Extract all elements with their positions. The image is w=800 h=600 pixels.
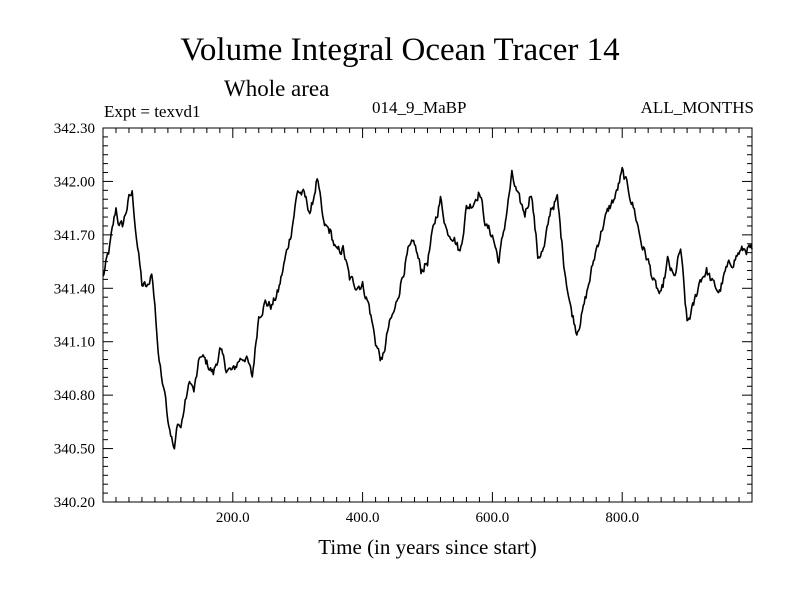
tick-labels: 200.0 400.0 600.0 800.0 340.20 340.50 340.80 34… [54, 121, 639, 526]
plot-frame [102, 127, 753, 503]
x-tick-label: 200.0 [216, 510, 250, 526]
experiment-label: Expt = texvd1 [104, 102, 201, 121]
x-axis-label: Time (in years since start) [318, 535, 537, 559]
y-tick-label: 342.30 [54, 121, 95, 137]
y-tick-label: 340.50 [54, 442, 95, 458]
y-tick-label: 341.10 [54, 335, 95, 351]
series-line [102, 166, 753, 450]
chart-subtitle: Whole area [224, 76, 330, 101]
x-tick-label: 400.0 [346, 510, 380, 526]
y-tick-label: 341.40 [54, 281, 95, 297]
y-tick-label: 340.20 [54, 495, 95, 511]
x-tick-label: 800.0 [605, 510, 639, 526]
tick-marks [103, 128, 752, 502]
x-tick-label: 600.0 [476, 510, 510, 526]
period-label: 014_9_MaBP [372, 98, 467, 117]
y-tick-label: 340.80 [54, 388, 95, 404]
y-tick-label: 341.70 [54, 228, 95, 244]
y-tick-label: 342.00 [54, 174, 95, 190]
months-label: ALL_MONTHS [640, 98, 754, 117]
chart-title: Volume Integral Ocean Tracer 14 [180, 32, 620, 68]
